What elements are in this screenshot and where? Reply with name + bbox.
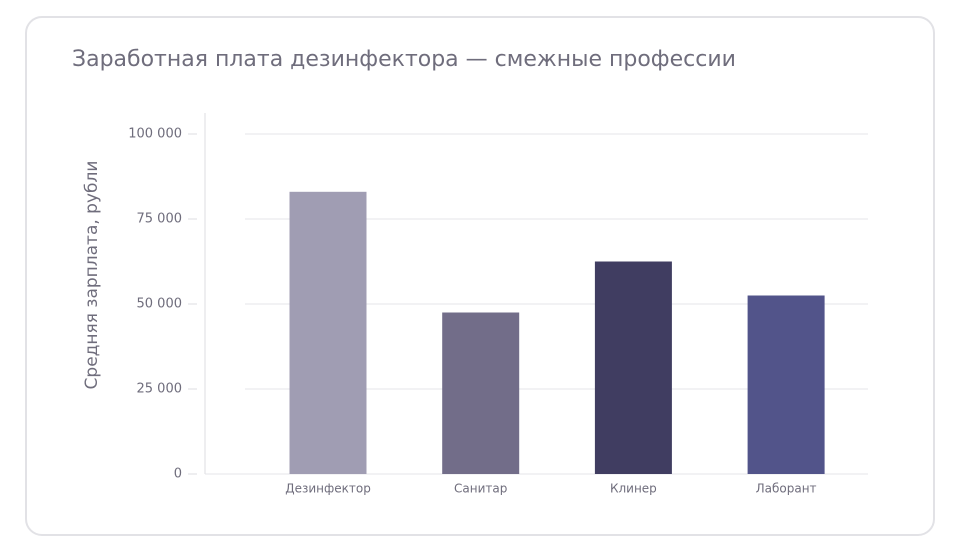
y-tick-label: 100 000 xyxy=(128,127,182,142)
y-tick-label: 0 xyxy=(174,467,182,482)
x-tick-label: Санитар xyxy=(454,482,507,496)
x-tick-label: Дезинфектор xyxy=(285,482,371,496)
y-axis-label: Средняя зарплата, рубли xyxy=(82,161,102,390)
x-tick-label: Клинер xyxy=(610,482,657,496)
bar xyxy=(747,295,825,474)
chart-title: Заработная плата дезинфектора — смежные … xyxy=(72,47,736,72)
bar xyxy=(289,191,367,475)
y-tick-label: 50 000 xyxy=(137,297,183,312)
x-tick-label: Лаборант xyxy=(756,482,817,496)
y-tick-label: 75 000 xyxy=(137,212,183,227)
bar xyxy=(442,312,520,474)
y-tick-label: 25 000 xyxy=(137,382,183,397)
card xyxy=(25,16,935,536)
bar xyxy=(594,261,672,474)
